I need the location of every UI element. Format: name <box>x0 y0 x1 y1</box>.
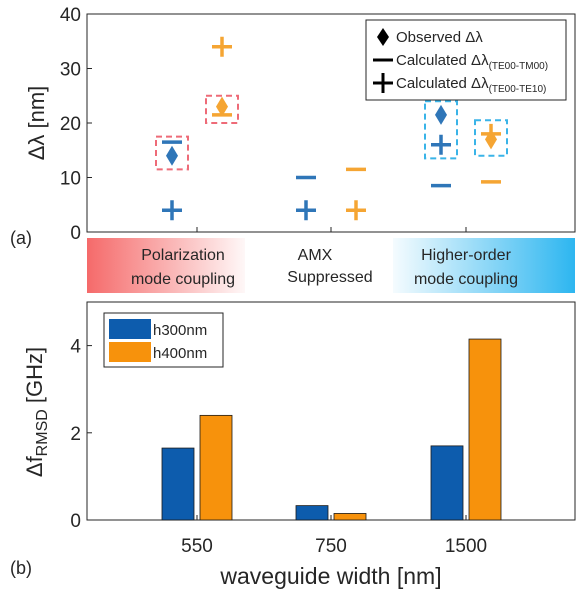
panel-a-y-tick-label: 40 <box>60 5 81 26</box>
highlight-box <box>424 100 458 160</box>
panel-b-y-axis-label: ΔfRMSD [GHz] <box>22 347 51 477</box>
panel-a-y-tick-label: 10 <box>60 169 81 190</box>
panel-b-y-axis-main: Δf <box>22 455 47 477</box>
legend-calc-te-label: Calculated Δλ(TE00-TE10) <box>396 75 546 95</box>
band-higher-order-line1: Higher-order <box>421 247 511 264</box>
panel-a-y-tick-label: 20 <box>60 114 81 135</box>
panel-a-legend-box <box>365 19 567 101</box>
observed-diamond-h300nm <box>166 145 178 166</box>
panel-b-y-ticks: 0 2 4 <box>70 337 92 532</box>
legend-calc-tm-main: Calculated Δλ <box>396 52 489 69</box>
band-polarization-bg <box>87 238 245 293</box>
legend-h300-swatch <box>109 319 151 339</box>
band-higher-order-bg <box>393 238 575 293</box>
panel-a-highlight-boxes <box>155 94 508 171</box>
highlight-box <box>155 135 189 171</box>
panel-b-y-axis-sub: RMSD <box>34 409 51 456</box>
calc-te-plus-h300nm <box>162 200 182 221</box>
legend-calc-te-main: Calculated Δλ <box>396 75 489 92</box>
observed-diamond-h300nm <box>435 104 447 125</box>
panel-b-y-tick-label: 4 <box>70 337 81 358</box>
panel-a-y-axis-label: Δλ [nm] <box>24 86 49 161</box>
legend-diamond-marker <box>377 28 389 46</box>
band-amx-line2: Suppressed <box>287 269 372 286</box>
panel-b-x-axis-label: waveguide width [nm] <box>219 563 441 589</box>
panel-b-y-tick-label: 0 <box>70 511 81 532</box>
panel-b-y-tick-label: 2 <box>70 424 81 445</box>
bar-h300nm <box>430 445 464 521</box>
panel-b-label: (b) <box>10 558 32 578</box>
bar-h400nm <box>199 414 233 521</box>
panel-b: 0 2 4 550 750 1500 ΔfRMSD [GHz] waveguide wi… <box>10 301 576 589</box>
panel-a-legend: Observed Δλ Calculated Δλ(TE00-TM00) Cal… <box>365 19 567 101</box>
panel-b-x-tick-label: 550 <box>181 536 213 557</box>
calc-te-plus-h400nm <box>481 123 501 144</box>
band-polarization-line1: Polarization <box>141 247 225 264</box>
panel-b-x-tick-label: 1500 <box>445 536 487 557</box>
observed-diamond-h400nm <box>216 96 228 117</box>
legend-observed-label: Observed Δλ <box>396 29 483 46</box>
legend-plus-marker <box>373 73 393 93</box>
panel-b-y-axis-unit: [GHz] <box>22 347 47 409</box>
panel-b-legend: h300nm h400nm <box>103 312 224 368</box>
panel-a-y-tick-label: 30 <box>60 60 81 81</box>
band-higher-order-line2: mode coupling <box>414 271 518 288</box>
calc-te-plus-h400nm <box>346 200 366 221</box>
legend-h400-swatch <box>109 342 151 362</box>
panel-a: 0 10 20 30 40 Δλ [nm] (a) Observed Δλ Calcul… <box>10 5 576 248</box>
bar-h300nm <box>295 505 329 521</box>
calc-te-plus-h300nm <box>296 200 316 221</box>
band-amx-line1: AMX <box>298 247 333 264</box>
panel-b-x-tick-label: 750 <box>315 536 347 557</box>
legend-calc-tm-sub: (TE00-TM00) <box>489 61 548 72</box>
calc-te-plus-h400nm <box>212 36 232 57</box>
legend-h400-label: h400nm <box>153 345 207 362</box>
panel-b-x-ticks: 550 750 1500 <box>181 515 487 557</box>
highlight-box <box>474 119 508 157</box>
panel-b-bars <box>161 338 502 521</box>
legend-h300-label: h300nm <box>153 322 207 339</box>
bar-h400nm <box>333 513 367 521</box>
annotation-bands: Polarization mode coupling AMX Suppresse… <box>87 238 575 293</box>
bar-h400nm <box>468 338 502 521</box>
highlight-box <box>205 94 239 124</box>
bar-h300nm <box>161 447 195 521</box>
panel-a-y-ticks: 0 10 20 30 40 <box>60 5 467 244</box>
panel-a-y-tick-label: 0 <box>70 223 81 244</box>
band-polarization-line2: mode coupling <box>131 271 235 288</box>
panel-a-label: (a) <box>10 228 32 248</box>
legend-calc-tm-label: Calculated Δλ(TE00-TM00) <box>396 52 548 72</box>
panel-a-markers <box>162 36 501 221</box>
calc-te-plus-h300nm <box>431 134 451 155</box>
legend-calc-te-sub: (TE00-TE10) <box>489 84 547 95</box>
